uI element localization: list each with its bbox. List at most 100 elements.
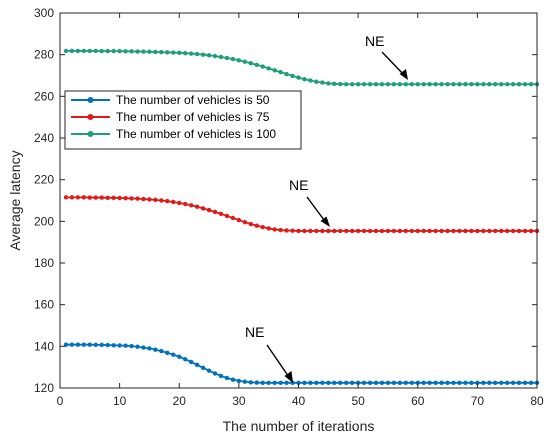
series-3-point <box>481 82 486 87</box>
series-2-point <box>391 228 397 234</box>
series-3-point <box>105 48 110 54</box>
series-1-point <box>153 347 158 352</box>
series-3-point <box>224 55 230 61</box>
series-3-point <box>123 49 128 54</box>
series-3-point <box>194 51 200 57</box>
series-2-point <box>135 196 140 201</box>
series-1-point <box>87 342 93 347</box>
series-2-point <box>451 228 456 234</box>
y-axis-title: Average latency <box>7 150 23 250</box>
series-3-point <box>427 82 432 87</box>
x-axis-ticks: 0 10 20 30 40 50 60 70 80 <box>57 13 544 408</box>
annotation-series-1: NE <box>245 324 293 383</box>
y-tick-label: 200 <box>34 214 54 228</box>
series-1-point <box>188 359 194 365</box>
series-2-point <box>63 195 69 200</box>
series-layer <box>63 48 540 385</box>
y-tick-label: 120 <box>34 381 54 395</box>
series-3-point <box>504 82 510 87</box>
series-1-point <box>81 342 87 347</box>
series-3-point <box>409 82 414 87</box>
series-1-point <box>427 380 432 385</box>
legend-item-series-3: The number of vehicles is 100 <box>71 127 276 141</box>
series-1-point <box>165 350 170 355</box>
series-2-point <box>338 228 343 234</box>
series-1-point <box>326 380 331 385</box>
series-1-point <box>117 343 122 348</box>
x-tick-label: 50 <box>351 394 365 408</box>
plot-frame <box>59 12 538 389</box>
series-1-point <box>129 343 134 349</box>
y-tick-label: 220 <box>34 173 54 187</box>
legend-label-series-3: The number of vehicles is 100 <box>116 127 276 141</box>
legend-label-series-1: The number of vehicles is 50 <box>116 93 270 107</box>
x-tick-label: 70 <box>471 394 485 408</box>
series-1-point <box>332 380 337 385</box>
series-1-point <box>159 348 164 354</box>
series-1-point <box>516 380 522 385</box>
y-tick-label: 300 <box>34 6 54 20</box>
series-2-point <box>302 228 307 234</box>
series-3-point <box>338 81 343 87</box>
series-2-point <box>147 197 152 202</box>
series-1-point <box>320 380 325 385</box>
series-1-point <box>379 380 385 385</box>
series-2-point <box>326 228 331 234</box>
series-3-point <box>93 48 98 54</box>
series-2-point <box>403 228 409 234</box>
series-1-point <box>212 371 218 376</box>
series-1-point <box>421 380 426 385</box>
series-3-point <box>266 66 271 71</box>
series-2-point <box>87 195 93 200</box>
series-1-point <box>373 380 379 385</box>
series-3-point <box>522 82 528 87</box>
series-3-point <box>248 61 253 66</box>
series-3-point <box>236 58 242 63</box>
y-tick-label: 140 <box>34 339 54 353</box>
series-3-point <box>230 56 236 62</box>
series-3-point <box>296 75 301 80</box>
series-2-point <box>379 228 385 234</box>
legend: The number of vehicles is 50 The number … <box>64 90 302 150</box>
series-3-point <box>385 82 391 87</box>
series-3-point <box>63 48 69 54</box>
annotation-arrow-line-series-1 <box>266 344 292 381</box>
series-1-point <box>403 380 409 385</box>
series-2-point <box>194 204 200 209</box>
y-tick-label: 260 <box>34 89 54 103</box>
series-2-point <box>314 228 319 234</box>
series-2-point <box>183 201 188 207</box>
series-1-point <box>218 373 224 379</box>
series-3-point <box>69 48 75 54</box>
legend-marker-series-2 <box>87 114 94 120</box>
series-3-point <box>493 82 498 87</box>
x-tick-label: 40 <box>292 394 306 408</box>
series-2-point <box>165 198 170 204</box>
series-2-point <box>349 228 355 234</box>
series-1-point <box>242 379 248 384</box>
series-2-point <box>75 195 81 200</box>
series-2-point <box>272 227 277 232</box>
series-2-point <box>123 196 128 201</box>
series-3-point <box>415 82 420 87</box>
series-3-point <box>284 71 289 77</box>
series-2-point <box>248 221 253 227</box>
series-3-point <box>141 49 146 54</box>
series-1-point <box>344 380 349 385</box>
series-2-point <box>469 228 474 234</box>
series-2-point <box>93 195 98 200</box>
series-1-point <box>433 380 438 385</box>
series-3-point <box>332 81 337 87</box>
series-2-point <box>260 224 265 230</box>
series-1-point <box>183 357 188 362</box>
series-3-point <box>528 82 534 87</box>
y-tick-label: 280 <box>34 48 54 62</box>
series-1-point <box>296 380 301 385</box>
series-2-point <box>278 227 283 233</box>
series-3-point <box>177 50 182 55</box>
series-2-point <box>111 195 116 200</box>
series-3-point <box>516 82 522 87</box>
series-3-point <box>373 82 379 87</box>
series-2-point <box>445 228 450 234</box>
series-2-point <box>296 228 301 234</box>
